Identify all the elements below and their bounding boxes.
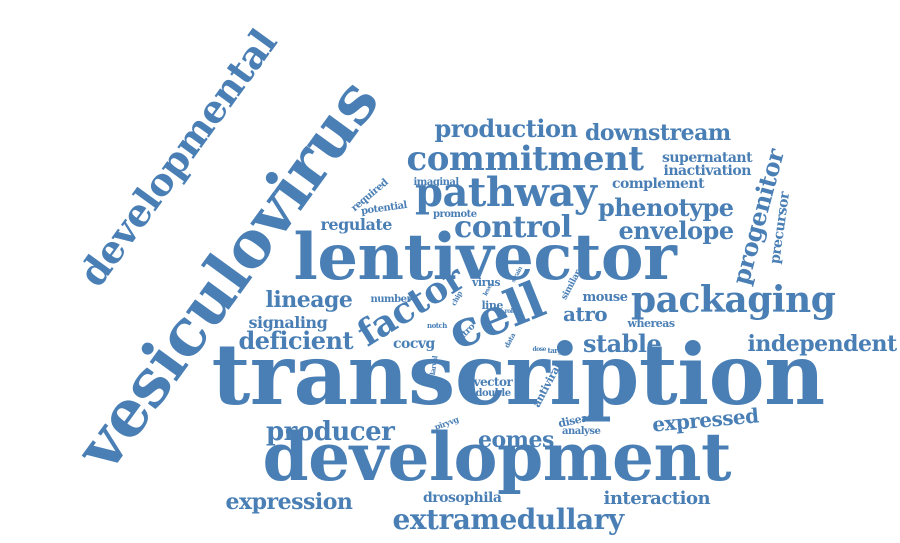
word-role: role bbox=[504, 308, 517, 315]
word-lentivector: lentivector bbox=[293, 220, 677, 295]
word-lineage: lineage bbox=[265, 287, 353, 313]
word-atro: atro bbox=[563, 302, 608, 326]
word-envelope: envelope bbox=[618, 216, 735, 245]
word-double: double bbox=[475, 388, 512, 399]
word-independent: independent bbox=[747, 331, 898, 357]
word-commitment: commitment bbox=[406, 139, 644, 179]
word-phenotype: phenotype bbox=[598, 193, 734, 222]
word-drosophila: drosophila bbox=[423, 490, 502, 506]
word-stable: stable bbox=[583, 329, 662, 358]
word-extramedullary: extramedullary bbox=[392, 503, 625, 536]
word-downstream: downstream bbox=[585, 120, 731, 146]
word-cocvg: cocvg bbox=[393, 336, 435, 352]
word-mouse: mouse bbox=[582, 289, 628, 305]
word-complement: complement bbox=[612, 176, 705, 192]
word-deficient: deficient bbox=[238, 326, 354, 355]
word-larval: larval bbox=[427, 354, 439, 376]
word-interaction: interaction bbox=[603, 488, 711, 509]
word-target: target bbox=[547, 345, 570, 355]
word-whereas: whereas bbox=[627, 316, 676, 330]
word-dose: dose bbox=[532, 346, 547, 353]
word-packaging: packaging bbox=[631, 279, 836, 321]
word-transcription: transcription bbox=[211, 325, 826, 424]
word-signaling: signaling bbox=[248, 313, 328, 332]
word-vector: vector bbox=[473, 375, 513, 389]
word-control: control bbox=[454, 210, 572, 245]
word-promote: promote bbox=[433, 209, 477, 220]
word-development: development bbox=[262, 418, 732, 496]
word-notch: notch bbox=[427, 320, 447, 330]
word-eomes: eomes bbox=[478, 427, 554, 453]
word-pathway: pathway bbox=[415, 169, 597, 216]
word-expression: expression bbox=[225, 489, 353, 515]
word-inactivation: inactivation bbox=[663, 163, 752, 179]
word-line: line bbox=[481, 298, 504, 312]
word-regulate: regulate bbox=[320, 215, 393, 234]
word-production: production bbox=[434, 114, 578, 143]
word-analyse: analyse bbox=[562, 426, 601, 437]
word-producer: producer bbox=[266, 417, 395, 447]
word-imaginal: imaginal bbox=[413, 177, 460, 188]
word-virus: virus bbox=[472, 275, 501, 289]
word-number: number bbox=[370, 294, 412, 305]
word-supernatant: supernatant bbox=[662, 150, 753, 166]
